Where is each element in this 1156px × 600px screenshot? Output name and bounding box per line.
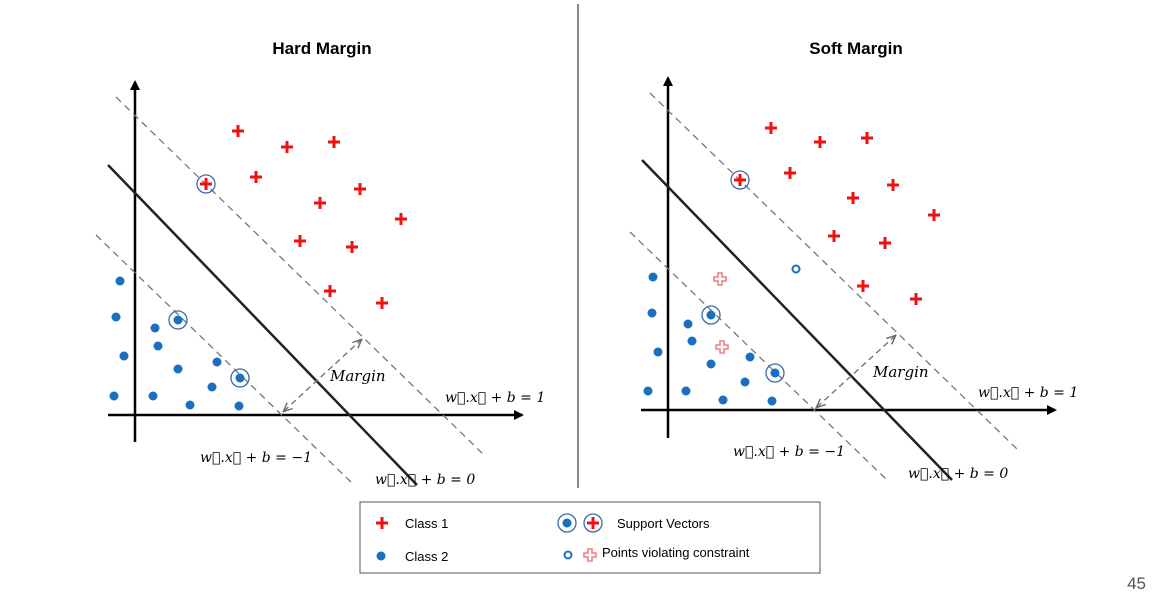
class1-point [828, 230, 840, 242]
class2-point [173, 364, 183, 374]
class2-support-vector [770, 368, 780, 378]
support-vector-ring [701, 305, 721, 325]
legend-violating-label: Points violating constraint [602, 545, 750, 560]
class1-violating-point [713, 272, 727, 286]
red-plus-icon [376, 517, 388, 529]
equation-positive: w⃗.x⃗ + b = 1 [445, 390, 545, 406]
class1-point [314, 197, 326, 209]
class1-point [395, 213, 407, 225]
class1-point [814, 136, 826, 148]
decision-boundary [107, 164, 418, 486]
soft-margin-title: Soft Margin [809, 39, 903, 58]
legend-support-vectors-label: Support Vectors [617, 516, 710, 531]
class1-point [879, 237, 891, 249]
class1-point [857, 280, 869, 292]
class1-point [928, 209, 940, 221]
hard-margin-panel: Hard Margin Margin w⃗.x⃗ + b = 1 w⃗.x⃗ +… [95, 39, 545, 488]
class1-point [324, 285, 336, 297]
class1-point [861, 132, 873, 144]
class2-point [207, 382, 217, 392]
class1-support-vector [200, 178, 212, 190]
class1-point [346, 241, 358, 253]
positive-margin-line [649, 92, 1019, 451]
margin-label: Margin [872, 363, 929, 381]
class2-point [212, 357, 222, 367]
class2-point [234, 401, 244, 411]
hollow-blue-circle-icon [563, 550, 573, 560]
class2-point [148, 391, 158, 401]
class2-point [647, 308, 657, 318]
page-number: 45 [1127, 574, 1146, 593]
class1-point [281, 141, 293, 153]
support-vector-ring [168, 310, 188, 330]
class1-support-vector [734, 174, 746, 186]
class2-point [111, 312, 121, 322]
hard-margin-title: Hard Margin [272, 39, 371, 58]
legend-icons [376, 513, 603, 562]
positive-margin-line [115, 96, 485, 456]
class2-point [718, 395, 728, 405]
class1-point [294, 235, 306, 247]
class2-point [115, 276, 125, 286]
class1-point [376, 297, 388, 309]
legend-class2-label: Class 2 [405, 549, 448, 564]
class2-support-vector [173, 315, 183, 325]
class1-point [765, 122, 777, 134]
support-vector-ring [730, 170, 750, 190]
class1-point [328, 136, 340, 148]
circled-blue-dot-icon-center [562, 518, 572, 528]
class1-point [910, 293, 922, 305]
legend: Class 1 Class 2 Support Vectors Points v… [359, 501, 821, 574]
class1-point [250, 171, 262, 183]
margin-dimension-arrow [284, 340, 361, 411]
class1-point [887, 179, 899, 191]
blue-dot-icon [376, 551, 386, 561]
class1-point [784, 167, 796, 179]
hard-margin-points [109, 125, 407, 411]
equation-positive: w⃗.x⃗ + b = 1 [978, 385, 1078, 401]
class2-point [681, 386, 691, 396]
equation-zero: w⃗.x⃗ + b = 0 [375, 472, 475, 488]
class2-point [119, 351, 129, 361]
class1-point [354, 183, 366, 195]
decision-boundary [641, 159, 953, 481]
margin-dimension-arrow [817, 336, 895, 407]
class2-point [185, 400, 195, 410]
hollow-red-plus-icon [583, 548, 597, 562]
margin-label: Margin [329, 367, 386, 385]
class2-point [109, 391, 119, 401]
class2-point [643, 386, 653, 396]
class1-violating-point [715, 340, 729, 354]
class2-point [706, 359, 716, 369]
class2-point [745, 352, 755, 362]
class2-point [150, 323, 160, 333]
class2-point [648, 272, 658, 282]
circled-red-plus-icon-center [587, 517, 599, 529]
class2-support-vector [235, 373, 245, 383]
equation-negative: w⃗.x⃗ + b = −1 [733, 444, 845, 460]
support-vector-ring [765, 363, 785, 383]
circled-blue-dot-icon [557, 513, 577, 533]
support-vector-ring [196, 174, 216, 194]
class1-point [847, 192, 859, 204]
class2-point [153, 341, 163, 351]
class2-support-vector [706, 310, 716, 320]
class1-point [232, 125, 244, 137]
class2-point [767, 396, 777, 406]
class2-point [653, 347, 663, 357]
support-vector-ring [230, 368, 250, 388]
equation-zero: w⃗.x⃗ + b = 0 [908, 466, 1008, 482]
class2-point [740, 377, 750, 387]
soft-margin-panel: Soft Margin Margin w⃗.x⃗ + b = 1 w⃗.x⃗ +… [629, 39, 1078, 482]
legend-class1-label: Class 1 [405, 516, 448, 531]
soft-margin-points [643, 122, 940, 406]
equation-negative: w⃗.x⃗ + b = −1 [200, 450, 312, 466]
class2-point [683, 319, 693, 329]
class2-violating-point [791, 264, 801, 274]
class2-point [687, 336, 697, 346]
circled-red-plus-icon [583, 513, 603, 533]
